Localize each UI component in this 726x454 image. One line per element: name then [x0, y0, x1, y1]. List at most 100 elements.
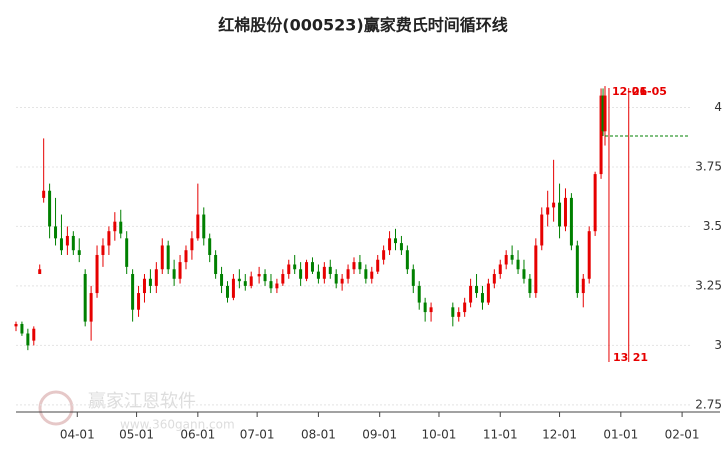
candle-body: [599, 95, 603, 175]
candle-body: [89, 293, 93, 322]
candle-body: [184, 250, 188, 263]
candle-body: [486, 283, 490, 303]
candle-body: [20, 323, 24, 334]
candle-body: [275, 283, 279, 289]
candle-body: [558, 202, 562, 227]
candle-body: [166, 245, 170, 270]
candle-body: [237, 278, 241, 282]
candle-body: [249, 276, 253, 286]
candle-body: [569, 197, 573, 246]
x-tick-label: 04-01: [60, 428, 95, 442]
candle-body: [393, 238, 397, 244]
candle-body: [516, 259, 520, 270]
y-tick-label: 3.5: [703, 219, 722, 233]
candle-body: [95, 254, 99, 294]
candle-body: [411, 269, 415, 286]
candle-body: [417, 285, 421, 303]
candle-body: [119, 221, 123, 234]
x-tick-label: 10-01: [422, 428, 457, 442]
candle-body: [492, 274, 496, 284]
candle-body: [358, 262, 362, 270]
x-tick-label: 08-01: [301, 428, 336, 442]
candle-body: [83, 274, 87, 322]
candle-body: [178, 262, 182, 279]
candle-body: [510, 254, 514, 260]
candle-body: [316, 271, 320, 279]
candle-body: [601, 95, 605, 132]
candle-body: [71, 235, 75, 251]
candle-body: [101, 245, 105, 255]
candle-body: [429, 307, 433, 313]
cycle-count: 21: [633, 351, 648, 364]
x-tick-label: 02-01: [665, 428, 700, 442]
candle-body: [552, 202, 556, 208]
candle-body: [451, 307, 455, 317]
candle-body: [305, 262, 309, 279]
candle-body: [42, 190, 46, 198]
candle-body: [498, 264, 502, 275]
candle-body: [310, 262, 314, 272]
watermark: 赢家江恩软件: [88, 390, 196, 412]
x-tick-label: 07-01: [240, 428, 275, 442]
candle-body: [346, 269, 350, 279]
candle-body: [113, 221, 117, 232]
candle-body: [131, 274, 135, 310]
x-tick-label: 09-01: [362, 428, 397, 442]
y-tick-label: 4: [714, 100, 722, 114]
candle-body: [208, 238, 212, 255]
candle-body: [220, 274, 224, 286]
y-tick-label: 3.75: [695, 159, 722, 173]
candle-body: [581, 278, 585, 294]
candle-body: [160, 245, 164, 270]
candle-body: [225, 285, 229, 298]
candle-body: [14, 323, 18, 327]
chart-title: 红棉股份(000523)赢家费氏时间循环线: [218, 16, 507, 35]
candle-body: [475, 285, 479, 294]
candle-body: [405, 250, 409, 270]
candle-body: [603, 95, 607, 132]
candle-body: [370, 271, 374, 279]
candle-body: [48, 190, 52, 227]
candle-body: [504, 254, 508, 265]
candle-body: [299, 269, 303, 279]
candle-body: [231, 278, 235, 298]
candle-body: [32, 328, 36, 341]
candle-body: [340, 278, 344, 284]
candle-body: [257, 274, 261, 277]
candle-body: [534, 245, 538, 294]
candle-body: [480, 293, 484, 303]
candle-body: [469, 285, 473, 303]
candle-body: [423, 302, 427, 313]
candle-body: [202, 214, 206, 239]
candle-body: [172, 269, 176, 279]
candle-body: [65, 235, 69, 246]
candle-body: [263, 274, 267, 282]
cycle-date: 01-05: [632, 85, 667, 98]
candle-body: [107, 231, 111, 246]
candle-body: [575, 245, 579, 294]
y-tick-label: 3.25: [695, 278, 722, 292]
candle-body: [38, 269, 42, 275]
candle-body: [587, 231, 591, 279]
candle-body: [214, 254, 218, 275]
candle-body: [243, 281, 247, 286]
candle-body: [293, 264, 297, 270]
candle-body: [352, 262, 356, 270]
candle-body: [142, 278, 146, 294]
watermark: www.360gann.com: [120, 418, 235, 432]
y-tick-label: 3: [714, 338, 722, 352]
y-tick-label: 2.75: [695, 397, 722, 411]
x-tick-label: 01-01: [603, 428, 638, 442]
candle-body: [388, 238, 392, 251]
candle-body: [522, 269, 526, 279]
x-tick-label: 11-01: [483, 428, 518, 442]
candle-body: [546, 207, 550, 215]
x-tick-label: 12-01: [542, 428, 577, 442]
candle-body: [137, 293, 141, 310]
candle-body: [59, 238, 63, 251]
candle-body: [463, 302, 467, 313]
candle-body: [399, 243, 403, 251]
candle-body: [382, 250, 386, 260]
x-tick-label: 05-01: [119, 428, 154, 442]
